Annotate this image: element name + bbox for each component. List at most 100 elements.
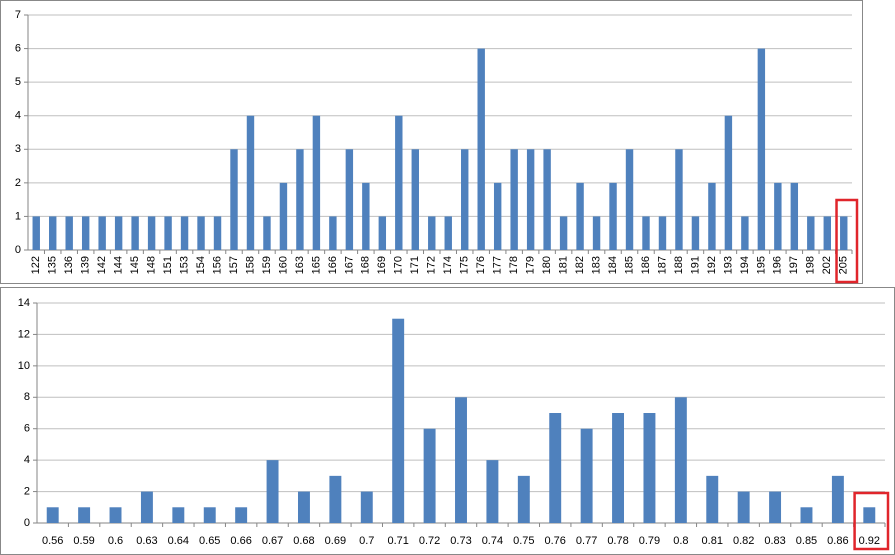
bar (114, 216, 123, 250)
bar (706, 475, 719, 523)
bar (863, 507, 876, 523)
bar (180, 216, 189, 250)
bar (411, 149, 419, 250)
bar (378, 216, 387, 250)
bar (345, 149, 354, 250)
x-tick-label: 202 (821, 256, 833, 274)
x-tick-label: 144 (113, 256, 125, 274)
bar (392, 318, 405, 523)
x-tick-label: 167 (343, 256, 355, 274)
x-tick-label: 166 (327, 256, 339, 274)
y-tick-label: 7 (15, 9, 21, 21)
x-tick-label: 198 (805, 256, 817, 274)
x-tick-label: 0.76 (545, 535, 566, 547)
x-tick-label: 181 (558, 256, 570, 274)
x-tick-label: 182 (574, 256, 586, 274)
bar (517, 475, 530, 523)
bar (625, 149, 634, 250)
x-tick-label: 148 (146, 256, 158, 274)
highlight-box (853, 491, 890, 551)
x-tick-label: 205 (838, 256, 850, 274)
x-tick-label: 160 (277, 256, 289, 274)
x-tick-label: 188 (673, 256, 685, 274)
y-tick-label: 0 (24, 517, 30, 529)
bar (423, 428, 436, 523)
bar (395, 115, 403, 250)
y-tick-label: 6 (24, 423, 30, 435)
bar (329, 475, 342, 523)
x-tick-label: 0.68 (293, 535, 314, 547)
x-tick-label: 0.74 (482, 535, 503, 547)
x-tick-label: 178 (508, 256, 520, 274)
x-tick-label: 159 (261, 256, 273, 274)
bar (769, 491, 782, 523)
x-tick-label: 0.72 (419, 535, 440, 547)
x-tick-label: 172 (426, 256, 438, 274)
bar (263, 216, 271, 250)
x-tick-label: 145 (129, 256, 141, 274)
x-tick-label: 185 (623, 256, 635, 274)
bar (279, 182, 288, 250)
x-tick-label: 142 (96, 256, 108, 274)
bar (609, 182, 617, 250)
x-tick-label: 0.59 (73, 535, 94, 547)
x-tick-label: 0.82 (733, 535, 754, 547)
x-tick-label: 0.85 (796, 535, 817, 547)
bar (164, 216, 172, 250)
x-tick-label: 175 (459, 256, 471, 274)
x-tick-label: 151 (162, 256, 174, 274)
y-tick-label: 3 (15, 143, 21, 155)
y-tick-label: 5 (15, 76, 21, 88)
x-tick-label: 168 (360, 256, 372, 274)
x-tick-label: 0.6 (108, 535, 123, 547)
x-tick-label: 0.7 (359, 535, 374, 547)
bar (543, 149, 551, 250)
x-tick-label: 195 (755, 256, 767, 274)
bar (140, 491, 153, 523)
x-tick-label: 0.67 (262, 535, 283, 547)
bar (493, 182, 502, 250)
bar (297, 491, 310, 523)
bar (78, 507, 91, 523)
bar (643, 413, 656, 523)
x-tick-label: 0.73 (450, 535, 471, 547)
highlight-box (835, 198, 859, 284)
y-tick-label: 12 (18, 328, 30, 340)
bar (737, 491, 750, 523)
bar (674, 397, 687, 523)
bar (81, 216, 90, 250)
x-tick-label: 196 (772, 256, 784, 274)
bar (197, 216, 205, 250)
bar (98, 216, 106, 250)
bar (757, 48, 766, 251)
x-tick-label: 186 (640, 256, 652, 274)
x-tick-label: 0.81 (702, 535, 723, 547)
bar (549, 413, 562, 523)
x-tick-label: 139 (80, 256, 92, 274)
bar (46, 507, 59, 523)
bar (800, 507, 813, 523)
x-tick-label: 156 (211, 256, 223, 274)
bar (32, 216, 40, 250)
bar (658, 216, 667, 250)
bar (510, 149, 518, 250)
bar (147, 216, 156, 250)
x-tick-label: 176 (475, 256, 487, 274)
x-tick-label: 0.77 (576, 535, 597, 547)
x-tick-label: 0.86 (827, 535, 848, 547)
x-tick-label: 0.64 (168, 535, 189, 547)
x-tick-label: 180 (541, 256, 553, 274)
bar (461, 149, 469, 250)
bar (576, 182, 584, 250)
bar (831, 475, 844, 523)
bar (329, 216, 337, 250)
bar (612, 413, 625, 523)
bar (559, 216, 568, 250)
bar (109, 507, 122, 523)
x-tick-label: 0.56 (42, 535, 63, 547)
bar (230, 149, 238, 250)
bar (790, 182, 799, 250)
bar (477, 48, 485, 251)
x-tick-label: 163 (294, 256, 306, 274)
